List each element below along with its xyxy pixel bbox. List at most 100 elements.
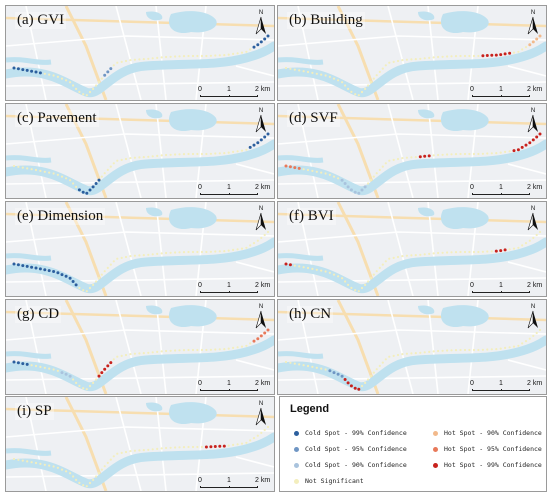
- legend-swatch: [433, 462, 438, 468]
- street-point-ns: [441, 55, 444, 58]
- panel-title: (e) Dimension: [15, 208, 106, 225]
- north-arrow-icon: N: [254, 108, 268, 134]
- street-point-ns: [532, 236, 535, 239]
- street-point-ns: [375, 270, 378, 273]
- north-label: N: [258, 401, 264, 407]
- street-point-ns: [401, 59, 404, 62]
- street-point-ns: [227, 53, 230, 56]
- street-point-ns: [120, 158, 123, 161]
- street-point-ns: [156, 252, 159, 255]
- street-point-ns: [187, 54, 190, 58]
- street-point-ns: [437, 349, 440, 353]
- street-point-ns: [88, 481, 92, 485]
- street-point-c99: [266, 34, 270, 38]
- street-point-ns: [120, 256, 123, 259]
- street-point-ns: [151, 155, 154, 158]
- street-point-ns: [129, 59, 132, 62]
- street-point-h95: [297, 166, 301, 170]
- street-point-ns: [293, 362, 296, 365]
- scale-tick: 2 km: [255, 282, 271, 289]
- street-point-ns: [524, 46, 528, 49]
- legend-label: Cold Spot - 90% Confidence: [305, 461, 407, 469]
- street-point-ns: [169, 55, 172, 58]
- legend-swatch: [294, 478, 299, 484]
- map-canvas: [6, 300, 274, 394]
- street-point-c99: [12, 262, 16, 266]
- street-point-c99: [256, 141, 260, 145]
- street-point-ns: [315, 72, 318, 75]
- legend-label: Not Significant: [305, 477, 364, 485]
- street-point-ns: [34, 364, 38, 368]
- street-point-ns: [441, 153, 444, 156]
- street-point-ns: [521, 48, 524, 51]
- street-point-c99: [34, 266, 38, 270]
- scale-tick: 0: [198, 380, 202, 387]
- street-point-ns: [481, 152, 484, 155]
- street-point-h99: [531, 138, 535, 142]
- street-point-ns: [133, 352, 136, 355]
- street-point-ns: [72, 475, 75, 478]
- street-point-ns: [504, 346, 507, 349]
- street-point-ns: [378, 364, 381, 367]
- street-point-ns: [517, 50, 520, 53]
- street-point-c99: [85, 191, 89, 195]
- street-point-ns: [169, 349, 172, 352]
- street-point-ns: [320, 171, 323, 174]
- street-point-ns: [332, 77, 336, 80]
- scale-bar: 0 1 2 km: [470, 282, 542, 294]
- street-point-ns: [156, 447, 159, 450]
- street-point-ns: [266, 425, 270, 429]
- street-point-ns: [191, 445, 195, 449]
- street-point-ns: [232, 150, 235, 153]
- street-point-h95: [293, 166, 297, 170]
- street-point-ns: [72, 378, 75, 381]
- map-canvas: [278, 202, 546, 296]
- street-point-h95: [263, 331, 267, 335]
- street-point-ns: [263, 233, 266, 237]
- street-point-c99: [248, 145, 252, 149]
- street-point-c99: [12, 360, 16, 364]
- street-point-ns: [432, 350, 435, 353]
- street-point-h90: [531, 40, 535, 44]
- street-point-c99: [60, 273, 64, 277]
- street-point-ns: [124, 157, 128, 161]
- street-point-h99: [209, 445, 213, 449]
- street-point-ns: [200, 54, 203, 58]
- street-point-ns: [508, 346, 511, 349]
- legend-label: Hot Spot - 95% Confidence: [444, 445, 542, 453]
- street-point-ns: [227, 151, 230, 154]
- street-point-ns: [344, 280, 347, 283]
- street-point-ns: [97, 472, 101, 475]
- street-point-c90: [340, 178, 344, 182]
- street-point-ns: [92, 478, 95, 481]
- street-point-ns: [75, 478, 78, 481]
- street-point-ns: [160, 447, 163, 450]
- street-point-ns: [72, 84, 75, 87]
- street-point-ns: [512, 345, 516, 348]
- street-point-ns: [468, 250, 471, 254]
- street-point-ns: [151, 351, 154, 354]
- street-point-ns: [214, 152, 217, 155]
- street-point-ns: [178, 251, 181, 254]
- street-point-ns: [315, 366, 318, 369]
- street-point-ns: [405, 254, 408, 257]
- street-point-ns: [69, 472, 72, 475]
- street-point-h99: [100, 371, 104, 375]
- street-point-ns: [454, 349, 458, 352]
- street-point-h99: [288, 263, 292, 267]
- street-point-ns: [490, 152, 493, 155]
- street-point-h99: [528, 141, 532, 145]
- street-point-ns: [437, 251, 440, 255]
- street-point-ns: [432, 252, 435, 255]
- scale-tick: 2 km: [255, 86, 271, 93]
- street-point-ns: [367, 378, 370, 381]
- map-panel: (g) CD N 0 1 2 km: [5, 299, 275, 395]
- street-point-c95: [106, 70, 110, 74]
- street-point-ns: [43, 463, 46, 466]
- street-point-ns: [232, 443, 235, 446]
- street-point-ns: [30, 461, 33, 464]
- street-point-ns: [236, 150, 239, 153]
- street-point-ns: [490, 348, 493, 351]
- street-point-ns: [156, 154, 159, 157]
- street-point-ns: [112, 455, 115, 458]
